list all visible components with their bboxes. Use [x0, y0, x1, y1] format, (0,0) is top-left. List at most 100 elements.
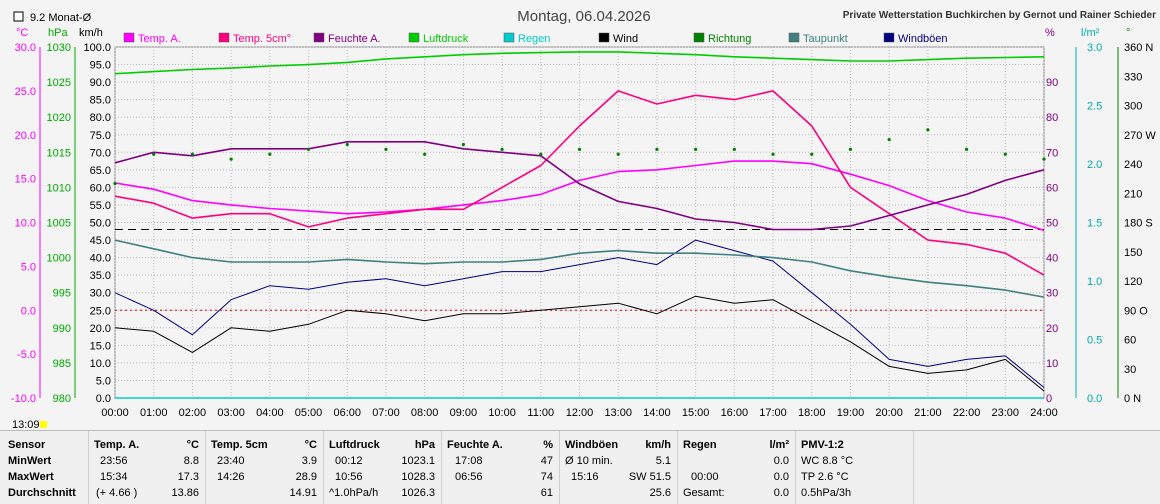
dir-tick: 120 [1124, 276, 1142, 288]
kmh-tick: 20.0 [90, 323, 111, 335]
stats-temp-a-unit: °C [186, 439, 199, 451]
hpa-tick: 995 [53, 288, 71, 300]
rain-tick: 1.5 [1087, 218, 1102, 230]
temp-tick: -5.0 [17, 349, 36, 361]
dir-tick: 90 O [1124, 305, 1148, 317]
hpa-tick: 1030 [47, 42, 71, 54]
series-point-richtung [577, 147, 582, 151]
hpa-tick: 980 [53, 393, 71, 405]
kmh-tick: 75.0 [90, 130, 111, 142]
stats-temp-5-header: Temp. 5cm [211, 439, 268, 451]
legend-label: Feuchte A. [328, 33, 381, 45]
stats-regen-col: Regen l/m² 00:00 Gesamt: 0.0 0.0 0.0 [677, 431, 796, 504]
legend-swatch [123, 32, 135, 43]
time-tick: 11:00 [527, 407, 554, 419]
kmh-tick: 35.0 [90, 270, 111, 282]
series-line-temp-5cm [114, 90, 1045, 276]
stats-luft-trend: ^1.0hPa/h [329, 487, 379, 499]
legend-label: Temp. 5cm° [233, 33, 291, 45]
temp-tick: 0.0 [21, 305, 36, 317]
stats-feuchte-time: 17:08 [455, 455, 483, 467]
legend-swatch [503, 32, 515, 43]
dir-tick: 60 [1124, 335, 1136, 347]
stats-feuchte-header: Feuchte A. [447, 439, 503, 451]
station-title: Private Wetterstation Buchkirchen by Ger… [843, 10, 1156, 21]
pct-tick: 40 [1046, 253, 1058, 265]
time-tick: 18:00 [798, 407, 826, 419]
stats-pmv-col: PMV-1:2 WC 8.8 °C TP 2.6 °C 0.5hPa/3h [795, 431, 914, 504]
rain-tick: 1.0 [1087, 276, 1102, 288]
time-tick: 20:00 [875, 407, 903, 419]
stats-temp-a-value: 17.3 [177, 471, 199, 483]
temp-tick: 15.0 [15, 174, 36, 186]
legend-label: Wind [613, 33, 638, 45]
stats-pmv-row: 0.5hPa/3h [801, 487, 852, 499]
stats-regen-header: Regen [683, 439, 717, 451]
time-tick: 08:00 [411, 407, 439, 419]
dir-tick: 150 [1124, 247, 1142, 259]
temp-tick: -10.0 [11, 393, 36, 405]
time-label: 13:09 [12, 419, 40, 430]
stats-header-sensor: Sensor [8, 439, 46, 451]
stats-wind-max: SW 51.5 [628, 471, 671, 483]
kmh-axis-unit: km/h [79, 27, 103, 39]
time-tick: 13:00 [604, 407, 632, 419]
chart-title: Montag, 06.04.2026 [517, 8, 650, 25]
stats-regen-total-label: Gesamt: [683, 487, 725, 499]
time-tick: 01:00 [140, 407, 168, 419]
dir-tick: 300 [1124, 101, 1142, 113]
dir-tick: 180 S [1124, 218, 1153, 230]
legend-label: Richtung [708, 33, 751, 45]
kmh-tick: 85.0 [90, 95, 111, 107]
legend-swatch [693, 32, 705, 43]
temp-tick: 10.0 [15, 218, 36, 230]
series-point-richtung [306, 147, 311, 151]
pct-tick: 90 [1046, 77, 1058, 89]
stats-temp-a-header: Temp. A. [94, 439, 140, 451]
legend-swatch [218, 32, 230, 43]
stats-row-min: MinWert [8, 455, 52, 467]
stats-temp-5-time: 14:26 [217, 471, 245, 483]
legend-label: Luftdruck [423, 33, 469, 45]
kmh-tick: 50.0 [90, 218, 111, 230]
series-point-richtung [500, 147, 504, 151]
dir-tick: 360 N [1124, 42, 1153, 54]
series-point-richtung [423, 152, 427, 156]
series-point-richtung [732, 147, 736, 151]
legend-label: Taupunkt [803, 33, 848, 45]
stats-wind-col: Windböen km/h Ø 10 min. 15:16 5.1 SW 51.… [559, 431, 678, 504]
series-point-richtung [461, 142, 465, 147]
dir-tick: 0 N [1124, 393, 1141, 405]
dir-tick: 330 [1124, 71, 1142, 83]
weather-chart: °C hPa km/h% l/m² ° 30.0 25.0 20.0 15.0 10.0 5.0 0.… [10, 8, 1157, 430]
time-tick: 09:00 [450, 407, 478, 419]
dir-tick: 210 [1124, 188, 1142, 200]
pct-tick: 20 [1046, 323, 1058, 335]
stats-pmv-row: TP 2.6 °C [801, 471, 849, 483]
stats-regen-unit: l/m² [769, 439, 789, 451]
kmh-tick: 15.0 [90, 340, 111, 352]
stats-feuchte-unit: % [543, 439, 553, 451]
time-tick: 21:00 [914, 407, 942, 419]
series-point-richtung [848, 147, 853, 151]
pct-tick: 70 [1046, 147, 1058, 159]
month-avg-label: 9.2 Monat-Ø [30, 12, 92, 24]
kmh-tick: 10.0 [90, 358, 111, 370]
legend-label: Regen [518, 33, 550, 45]
month-avg-checkbox[interactable] [13, 11, 24, 22]
time-tick: 00:00 [101, 407, 129, 419]
stats-luft-time: 10:56 [335, 471, 363, 483]
time-tick: 15:00 [682, 407, 710, 419]
hpa-tick: 1015 [47, 147, 71, 159]
stats-temp-5-unit: °C [304, 439, 317, 451]
legend-swatch [788, 32, 800, 43]
series-point-richtung [810, 152, 814, 156]
stats-luft-value: 1023.1 [401, 455, 435, 467]
kmh-tick: 90.0 [90, 77, 111, 89]
kmh-tick: 65.0 [90, 165, 111, 177]
pct-tick: 30 [1046, 288, 1058, 300]
stats-temp-a-delta: (+ 4.66 ) [96, 487, 138, 499]
temp-tick: 30.0 [15, 42, 36, 54]
time-tick: 17:00 [759, 407, 787, 419]
dir-tick: 240 [1124, 159, 1142, 171]
